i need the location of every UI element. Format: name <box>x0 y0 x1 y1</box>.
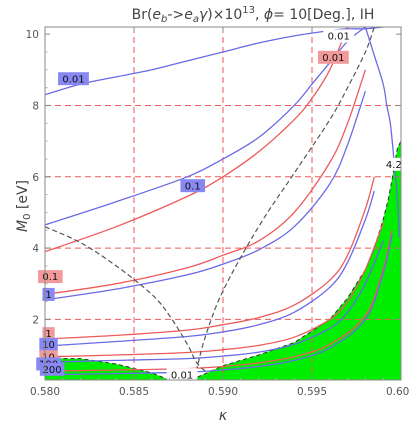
y-tick-label: 8 <box>32 100 39 112</box>
contour-label-box <box>166 368 198 382</box>
contour-line-8 <box>45 222 384 358</box>
x-tick-label: 0.595 <box>297 386 327 398</box>
contour-label: 0.01 <box>322 53 344 64</box>
x-tick-label: 0.600 <box>386 386 409 398</box>
contour-label-box <box>42 287 55 301</box>
y-tick-label: 2 <box>32 314 39 326</box>
contour-label: 0.1 <box>185 181 201 192</box>
contour-label: 0.01 <box>328 32 350 43</box>
y-axis-label: M0 [eV] <box>15 180 33 232</box>
dashed-contour-13 <box>45 226 206 372</box>
x-tick-label: 0.590 <box>208 386 238 398</box>
contour-label: 1 <box>45 329 51 340</box>
contour-line-10 <box>45 230 393 372</box>
contour-label-box <box>39 362 65 376</box>
contour-label-box <box>381 157 407 171</box>
excluded-region-2 <box>190 140 401 380</box>
contour-labels-layer: 0.010.010.010.14.20.11110101002000.01 <box>36 29 407 382</box>
contour-line-2 <box>45 27 349 253</box>
contour-line-5 <box>45 90 367 301</box>
contour-lines-layer <box>45 27 400 376</box>
x-axis-label: κ <box>219 408 228 424</box>
contour-label-box <box>38 270 63 284</box>
contour-label: 0.1 <box>42 272 58 283</box>
contour-label: 4.2 <box>386 160 402 171</box>
contour-label: 1 <box>45 290 51 301</box>
x-tick-label: 0.580 <box>30 386 60 398</box>
contour-line-11 <box>45 233 393 376</box>
x-tick-label: 0.585 <box>119 386 149 398</box>
contour-label-box <box>39 337 58 351</box>
contour-line-1 <box>45 27 384 96</box>
reference-grid-layer <box>45 27 401 380</box>
contour-label-box <box>317 50 349 64</box>
y-tick-label: 6 <box>32 172 39 184</box>
y-tick-label: 4 <box>32 243 39 255</box>
contour-line-9 <box>45 240 384 363</box>
contour-label: 200 <box>43 365 62 376</box>
axis-ticks-layer: 0.580 0.585 0.590 0.595 0.600 2 4 6 8 10 <box>26 27 409 398</box>
contour-line-6 <box>45 176 375 340</box>
contour-label: 10 <box>42 340 55 351</box>
contour-line-12 <box>364 27 400 238</box>
y-tick-label: 10 <box>26 29 39 41</box>
contour-label-box <box>58 72 89 86</box>
contour-label: 0.01 <box>171 370 193 381</box>
contour-label-box <box>180 179 206 193</box>
contour-line-7 <box>45 190 375 347</box>
dashed-contour-14 <box>195 27 375 372</box>
chart-title: Br(eb->eaγ)×1013, ϕ= 10[Deg.], IH <box>132 5 375 25</box>
contour-label-box <box>323 29 355 43</box>
contour-label: 0.01 <box>62 74 84 85</box>
contour-line-4 <box>45 69 367 296</box>
